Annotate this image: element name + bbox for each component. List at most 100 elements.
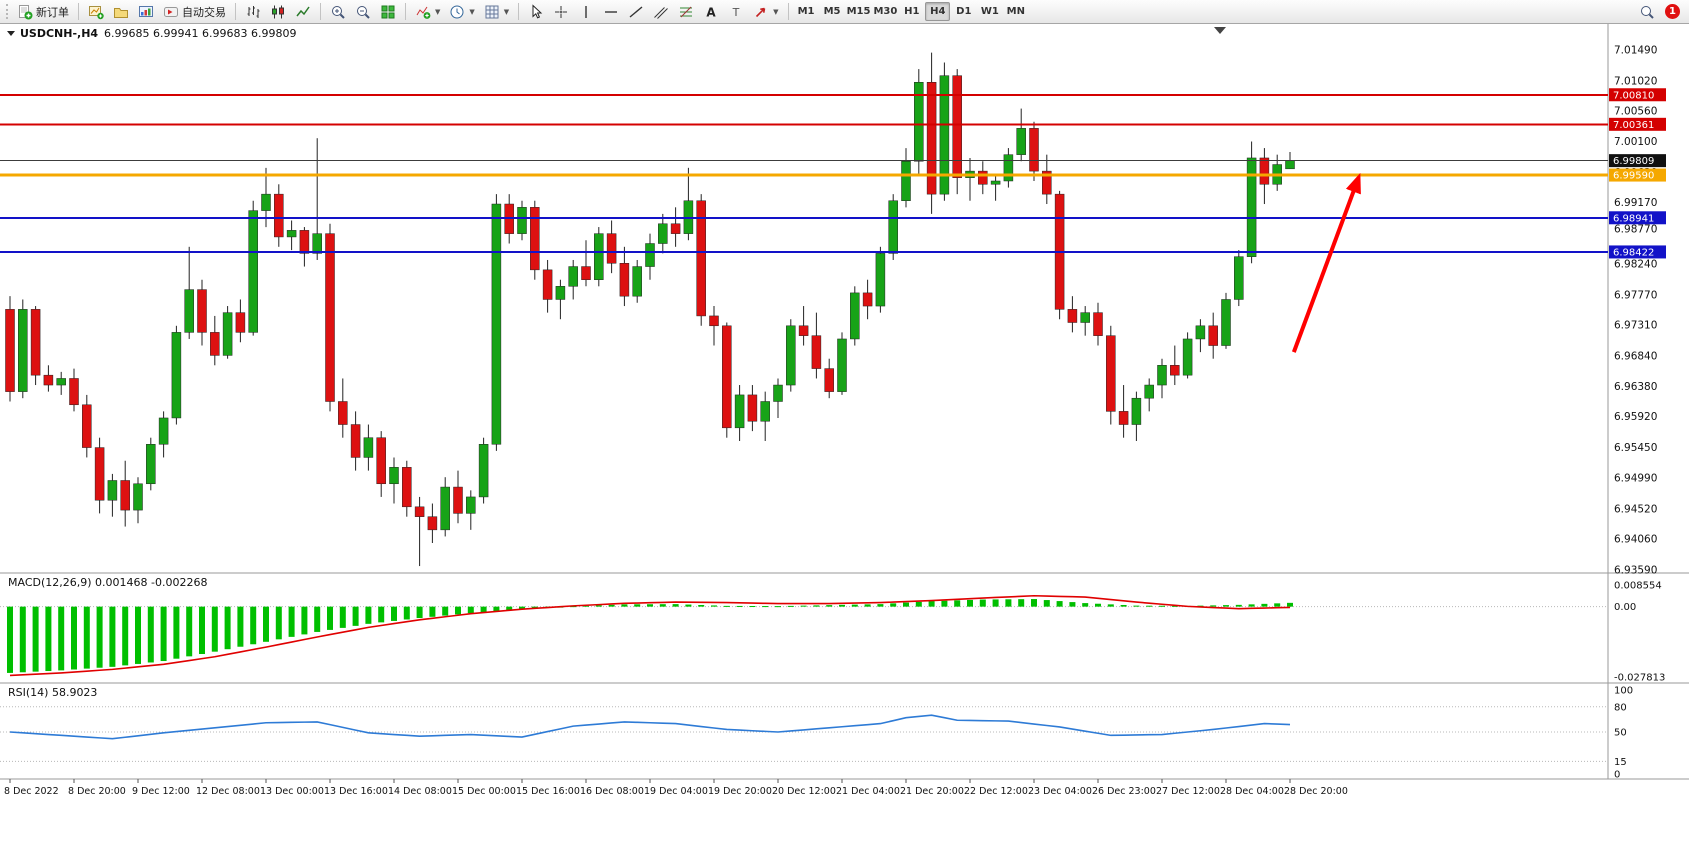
- autotrading-label: 自动交易: [182, 5, 226, 19]
- svg-text:6.94990: 6.94990: [1614, 472, 1657, 484]
- svg-text:0.008554: 0.008554: [1614, 581, 1662, 592]
- terminal-button[interactable]: [134, 2, 158, 22]
- chart-symbol-label: USDCNH-,H4: [20, 27, 98, 40]
- svg-text:23 Dec 04:00: 23 Dec 04:00: [1028, 786, 1092, 797]
- channel-tool-button[interactable]: [649, 2, 673, 22]
- svg-text:27 Dec 12:00: 27 Dec 12:00: [1156, 786, 1220, 797]
- text-tool-icon: A: [707, 5, 717, 19]
- templates-button[interactable]: ▼: [480, 2, 513, 22]
- timeframe-button-h4[interactable]: H4: [925, 2, 951, 21]
- toolbar-separator: [320, 3, 321, 20]
- timeframe-button-h1[interactable]: H1: [904, 6, 920, 17]
- timeframe-button-w1[interactable]: W1: [980, 6, 999, 17]
- price-badge-support-1: [1609, 211, 1666, 225]
- new-chart-icon: [89, 5, 104, 19]
- zoom-out-button[interactable]: [351, 2, 375, 22]
- svg-text:15: 15: [1614, 757, 1627, 768]
- tile-windows-button[interactable]: [376, 2, 400, 22]
- search-button[interactable]: [1635, 2, 1659, 22]
- profiles-button[interactable]: [109, 2, 133, 22]
- text-label-tool-button[interactable]: T: [724, 2, 748, 22]
- arrows-tool-button[interactable]: ▼: [749, 2, 782, 22]
- zoom-in-button[interactable]: [326, 2, 350, 22]
- clock-icon: [450, 5, 464, 18]
- vertical-line-tool-button[interactable]: [574, 2, 598, 22]
- trendline-icon: [629, 5, 643, 18]
- timeframe-button-m1[interactable]: M1: [797, 6, 815, 17]
- svg-text:6.94060: 6.94060: [1614, 534, 1657, 546]
- tile-windows-icon: [381, 5, 395, 18]
- dropdown-caret-icon: ▼: [773, 7, 779, 16]
- svg-text:6.99809: 6.99809: [1613, 156, 1654, 167]
- svg-text:50: 50: [1614, 728, 1627, 739]
- chart-ohlc-label: 6.99685 6.99941 6.99683 6.99809: [104, 27, 296, 40]
- timeframe-button-m15[interactable]: M15: [846, 6, 871, 17]
- svg-text:6.98240: 6.98240: [1614, 258, 1657, 270]
- trend-arrow[interactable]: [1291, 172, 1361, 353]
- trendline-tool-button[interactable]: [624, 2, 648, 22]
- svg-text:0: 0: [1614, 770, 1620, 781]
- crosshair-tool-button[interactable]: [549, 2, 573, 22]
- svg-text:7.00810: 7.00810: [1613, 90, 1654, 101]
- templates-grid-icon: [485, 5, 499, 18]
- new-order-button[interactable]: 新订单: [13, 2, 73, 22]
- zoom-out-icon: [357, 5, 370, 19]
- timeframe-button-d1[interactable]: D1: [956, 6, 972, 17]
- autotrading-button[interactable]: 自动交易: [159, 2, 230, 22]
- timeframe-button-m30[interactable]: M30: [873, 6, 898, 17]
- equidistant-channel-icon: [654, 6, 669, 19]
- svg-text:9 Dec 12:00: 9 Dec 12:00: [132, 786, 190, 797]
- candlestick-chart-button[interactable]: [266, 2, 290, 22]
- svg-text:7.01490: 7.01490: [1614, 45, 1657, 57]
- svg-text:20 Dec 12:00: 20 Dec 12:00: [772, 786, 836, 797]
- macd-label: MACD(12,26,9) 0.001468 -0.002268: [8, 576, 207, 589]
- dropdown-caret-icon: ▼: [469, 7, 475, 16]
- period-selector-button[interactable]: ▼: [445, 2, 478, 22]
- svg-text:26 Dec 23:00: 26 Dec 23:00: [1092, 786, 1156, 797]
- svg-text:22 Dec 12:00: 22 Dec 12:00: [964, 786, 1028, 797]
- macd-panel: MACD(12,26,9) 0.001468 -0.002268 0.008554…: [0, 576, 1665, 684]
- indicators-icon: [416, 6, 431, 19]
- svg-text:19 Dec 20:00: 19 Dec 20:00: [708, 786, 772, 797]
- svg-text:21 Dec 20:00: 21 Dec 20:00: [900, 786, 964, 797]
- profiles-folder-icon: [114, 7, 128, 18]
- arrow-object-icon: [756, 7, 766, 17]
- price-axis-badges: 7.00810 7.00361 6.99809 6.99590 6.98941 6.984…: [1609, 88, 1666, 259]
- bar-chart-button[interactable]: [241, 2, 265, 22]
- horizontal-line-tool-button[interactable]: [599, 2, 623, 22]
- svg-text:6.94520: 6.94520: [1614, 503, 1657, 515]
- svg-text:7.00100: 7.00100: [1614, 136, 1657, 148]
- svg-text:A: A: [707, 5, 717, 19]
- price-badge-pivot: [1609, 168, 1666, 182]
- line-chart-button[interactable]: [291, 2, 315, 22]
- dropdown-caret-icon: ▼: [435, 7, 441, 16]
- notification-badge[interactable]: 1: [1665, 4, 1680, 19]
- panel-frame: [0, 24, 1689, 780]
- charts-button[interactable]: [84, 2, 108, 22]
- svg-text:13 Dec 16:00: 13 Dec 16:00: [324, 786, 388, 797]
- chart-menu-icon[interactable]: [7, 31, 15, 36]
- search-icon: [1641, 5, 1654, 19]
- toolbar-separator: [78, 3, 79, 20]
- price-level-lines: [0, 93, 1608, 253]
- svg-text:13 Dec 00:00: 13 Dec 00:00: [260, 786, 324, 797]
- price-badge-resistance-2: [1609, 117, 1666, 131]
- svg-text:6.95920: 6.95920: [1614, 411, 1657, 423]
- svg-text:28 Dec 20:00: 28 Dec 20:00: [1284, 786, 1348, 797]
- timeframe-button-mn[interactable]: MN: [1006, 6, 1025, 17]
- cursor-icon: [532, 3, 543, 18]
- chart-shift-marker[interactable]: [1214, 27, 1226, 34]
- new-order-icon: [19, 4, 33, 19]
- fibonacci-tool-button[interactable]: [674, 2, 698, 22]
- indicators-button[interactable]: ▼: [411, 2, 444, 22]
- svg-text:7.01020: 7.01020: [1614, 75, 1657, 87]
- timeframe-group: M1 M5 M15 M30 H1 H4 D1 W1 MN: [794, 2, 1029, 21]
- svg-text:0.00: 0.00: [1614, 602, 1636, 613]
- timeframe-button-m5[interactable]: M5: [823, 6, 841, 17]
- text-tool-button[interactable]: A: [699, 2, 723, 22]
- chart-window[interactable]: 7.014907.010207.005607.001006.996306.991…: [0, 24, 1689, 861]
- svg-text:6.95450: 6.95450: [1614, 442, 1657, 454]
- candlestick-chart-icon: [272, 5, 284, 18]
- cursor-tool-button[interactable]: [524, 2, 548, 22]
- fibonacci-icon: [680, 6, 693, 17]
